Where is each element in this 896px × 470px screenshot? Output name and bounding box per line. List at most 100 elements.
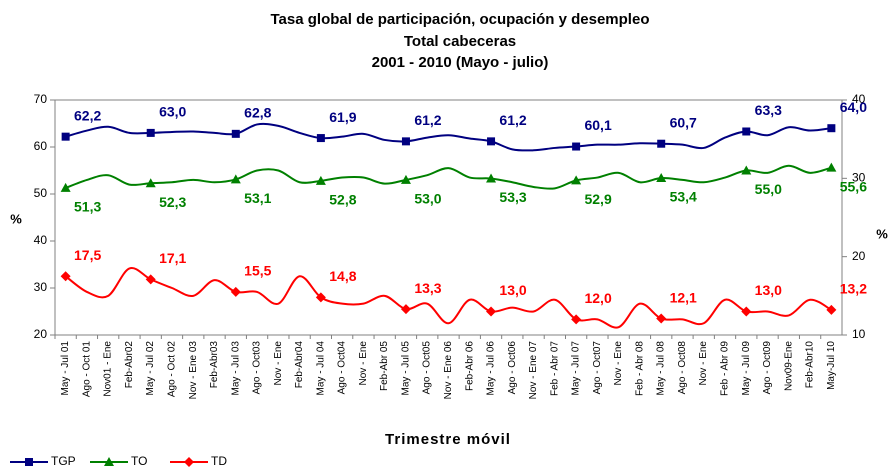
data-label: 53,0 — [414, 191, 441, 207]
data-label: 61,2 — [414, 112, 441, 128]
data-label: 12,0 — [584, 290, 611, 306]
x-tick-label: Ago - Oct05 — [422, 341, 433, 395]
data-label: 13,0 — [755, 282, 782, 298]
x-tick-label: Nov - Ene — [698, 341, 709, 386]
marker — [656, 313, 667, 324]
data-label: 61,9 — [329, 109, 356, 125]
data-label: 62,2 — [74, 107, 101, 123]
data-label: 13,3 — [414, 280, 441, 296]
x-tick-label: May - Jul 05 — [400, 341, 411, 396]
marker — [60, 271, 71, 282]
data-label: 15,5 — [244, 263, 271, 279]
x-tick-label: Nov09-Ene — [783, 341, 794, 391]
marker — [656, 173, 667, 183]
marker — [145, 178, 156, 188]
chart-title: Tasa global de participación, ocupación … — [271, 11, 650, 28]
marker — [315, 292, 326, 303]
x-tick-label: Feb - Abr 09 — [720, 341, 731, 396]
y-tick-label: 60 — [34, 139, 48, 153]
x-axis-label: Trimestre móvil — [385, 431, 511, 448]
y-tick-label: 70 — [34, 92, 48, 106]
x-tick-label: Ago - Oct08 — [677, 341, 688, 395]
x-tick-label: Ago - Oct 01 — [81, 341, 92, 398]
x-tick-label: Nov - Ene 06 — [443, 341, 454, 400]
x-tick-label: Feb - Abr 07 — [549, 341, 560, 396]
x-tick-label: Feb-Abr04 — [294, 341, 305, 389]
data-label: 52,9 — [584, 191, 611, 207]
x-tick-label: May-Jul 10 — [826, 341, 837, 390]
data-label: 53,3 — [499, 189, 526, 205]
plot-area — [54, 99, 843, 336]
x-tick-label: Nov - Ene 07 — [528, 341, 539, 400]
marker — [741, 165, 752, 175]
marker — [25, 458, 33, 466]
marker — [60, 182, 71, 192]
marker — [571, 175, 582, 185]
y2-tick-label: 30 — [852, 171, 866, 185]
data-label: 60,1 — [584, 117, 611, 133]
data-label: 17,5 — [74, 247, 101, 263]
marker — [742, 127, 751, 136]
y2-axis-label: % — [876, 226, 888, 241]
marker — [230, 286, 241, 297]
legend-label: TO — [131, 454, 147, 468]
data-label: 60,7 — [670, 114, 697, 130]
x-tick-label: Nov - Ene — [358, 341, 369, 386]
y-tick-label: 40 — [34, 233, 48, 247]
x-tick-label: Ago - Oct09 — [762, 341, 773, 395]
data-label: 63,0 — [159, 104, 186, 120]
x-tick-label: Ago - Oct 02 — [166, 341, 177, 398]
marker — [826, 162, 837, 172]
x-tick-label: Nov - Ene 03 — [188, 341, 199, 400]
y2-tick-label: 10 — [852, 327, 866, 341]
x-tick-label: May - Jul 04 — [315, 341, 326, 396]
x-tick-label: Feb-Abr02 — [124, 341, 135, 389]
marker — [401, 137, 410, 146]
data-label: 12,1 — [670, 289, 697, 305]
x-tick-label: Feb-Abr10 — [805, 341, 816, 389]
data-label: 61,2 — [499, 112, 526, 128]
marker — [486, 173, 497, 183]
y-tick-label: 50 — [34, 186, 48, 200]
data-label: 13,2 — [840, 281, 867, 297]
x-tick-label: Ago - Oct03 — [252, 341, 263, 395]
x-tick-label: May - Jul 08 — [656, 341, 667, 396]
marker — [827, 124, 836, 133]
x-tick-label: May - Jul 06 — [486, 341, 497, 396]
y2-tick-label: 40 — [852, 92, 866, 106]
y-tick-label: 30 — [34, 280, 48, 294]
marker — [184, 457, 194, 467]
x-tick-label: May - Jul 01 — [60, 341, 71, 396]
marker — [400, 304, 411, 315]
marker — [486, 306, 497, 317]
marker — [572, 142, 581, 151]
y-axis-label: % — [10, 211, 22, 226]
x-tick-label: May - Jul 07 — [571, 341, 582, 396]
legend-label: TGP — [51, 454, 76, 468]
x-tick-label: Ago - Oct07 — [592, 341, 603, 395]
data-label: 13,0 — [499, 282, 526, 298]
x-tick-label: Nov - Ene — [273, 341, 284, 386]
series-line — [65, 164, 832, 190]
data-label: 14,8 — [329, 268, 356, 284]
series-line — [65, 266, 832, 329]
data-label: 17,1 — [159, 250, 186, 266]
x-tick-label: Nov - Ene — [613, 341, 624, 386]
y2-tick-label: 20 — [852, 249, 866, 263]
x-tick-label: Nov01 - Ene — [103, 341, 114, 397]
x-tick-label: May - Jul 02 — [145, 341, 156, 396]
x-tick-label: Feb-Abr03 — [209, 341, 220, 389]
x-tick-label: May - Jul 09 — [741, 341, 752, 396]
marker — [571, 314, 582, 325]
data-label: 51,3 — [74, 199, 101, 215]
x-tick-label: Feb - Abr 08 — [634, 341, 645, 396]
x-tick-label: Ago - Oct06 — [507, 341, 518, 395]
marker — [104, 457, 114, 466]
chart-title: Total cabeceras — [404, 33, 516, 50]
x-tick-label: Feb-Abr 05 — [379, 341, 390, 391]
legend-label: TD — [211, 454, 227, 468]
chart-title: 2001 - 2010 (Mayo - julio) — [372, 54, 549, 71]
marker — [826, 304, 837, 315]
data-label: 55,0 — [755, 181, 782, 197]
